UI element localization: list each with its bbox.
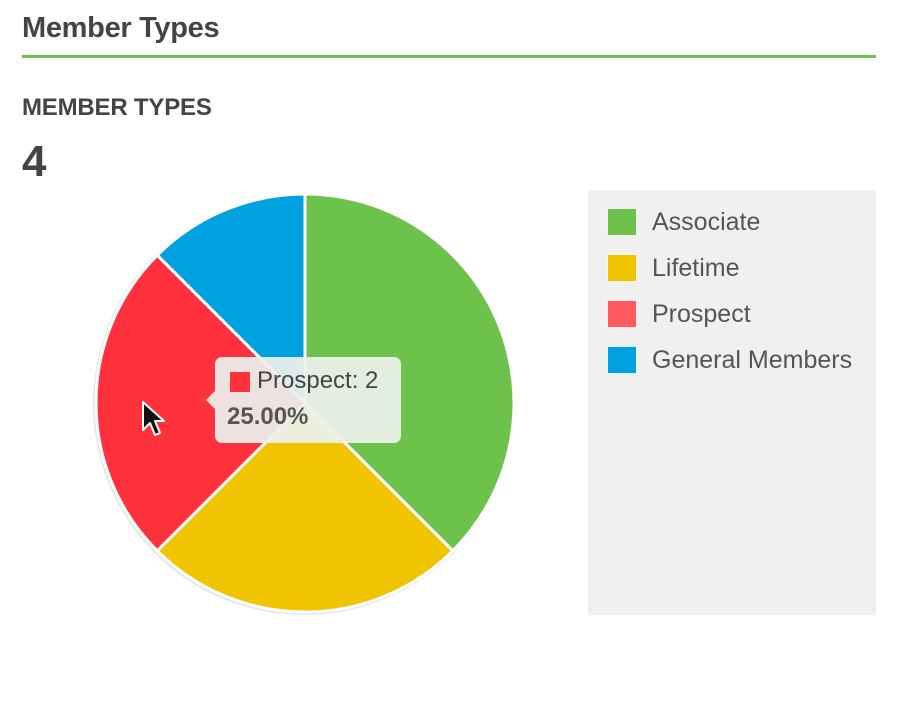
legend-label: Prospect [652, 299, 751, 328]
legend-label: General Members [652, 345, 853, 374]
legend-label: Associate [652, 207, 761, 236]
pie-slice-general-members[interactable] [155, 192, 307, 405]
chart-tooltip: Prospect: 2 25.00% [206, 357, 401, 443]
section-title: Member Types [22, 12, 220, 44]
tooltip-arrow [206, 391, 215, 409]
pie-slice-lifetime[interactable] [155, 401, 455, 614]
pie-slice-associate[interactable] [303, 192, 516, 553]
section-header: Member Types [22, 8, 876, 58]
legend-item-prospect[interactable]: Prospect [607, 299, 751, 329]
legend-swatch-general-members [607, 346, 637, 374]
legend-item-general-members[interactable]: General Members [607, 345, 852, 375]
stat-value: 4 [22, 137, 47, 186]
tooltip-swatch [230, 372, 250, 392]
legend-swatch-lifetime [607, 254, 637, 282]
legend-swatch-associate [607, 208, 637, 236]
legend-swatch-prospect [607, 300, 637, 328]
legend-item-lifetime[interactable]: Lifetime [607, 253, 740, 283]
legend-item-associate[interactable]: Associate [607, 207, 760, 237]
tooltip-label: Prospect: 2 [257, 367, 379, 394]
stat-label: MEMBER TYPES [22, 94, 212, 121]
tooltip-percent: 25.00% [227, 403, 309, 430]
pie-slice-prospect[interactable] [94, 253, 307, 553]
mouse-cursor-icon [142, 401, 165, 436]
legend-label: Lifetime [652, 253, 740, 282]
chart-legend: Associate Lifetime Prospect General Memb… [588, 190, 876, 615]
